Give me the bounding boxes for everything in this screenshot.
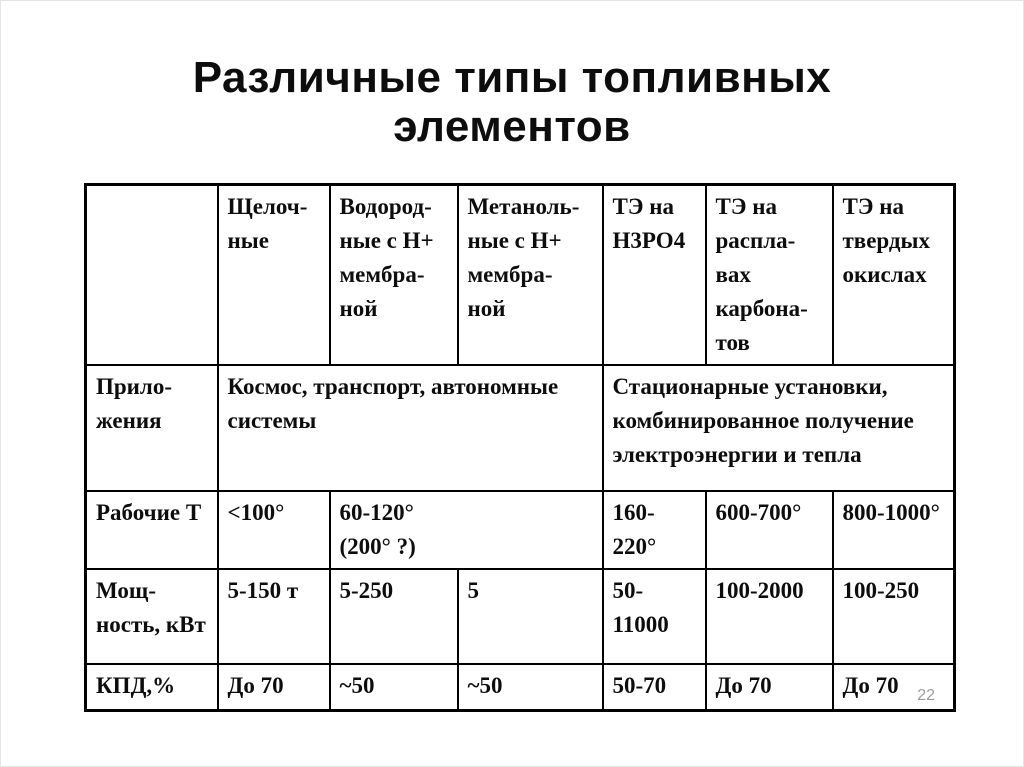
- cell-power-methanol-membrane: 5: [456, 568, 604, 665]
- cell-power-hydrogen-membrane: 5-250: [328, 568, 459, 665]
- table-row-applications: Прило- жения Космос, транспорт, автономн…: [84, 364, 956, 492]
- cell-temp-solid-oxide: 800-1000°: [831, 490, 956, 570]
- cell-efficiency-methanol-membrane: ~50: [456, 663, 604, 711]
- cell-efficiency-molten-carbonate: До 70: [704, 663, 834, 711]
- cell-applications-mobile: Космос, транспорт, автономные системы: [216, 364, 604, 492]
- cell-power-molten-carbonate: 100-2000: [704, 568, 834, 665]
- cell-power-solid-oxide: 100-250: [831, 568, 956, 665]
- cell-power-h3po4: 50- 11000: [601, 568, 707, 665]
- cell-applications-stationary: Стационарные установки, комбинированное …: [601, 364, 956, 492]
- cell-temp-membrane: 60-120° (200° ?): [328, 490, 604, 570]
- cell-power-alkaline: 5-150 т: [216, 568, 331, 665]
- row-label-power: Мощ- ность, кВт: [84, 568, 219, 665]
- column-header-solid-oxide: ТЭ на твердых окислах: [831, 183, 956, 366]
- column-header-hydrogen-membrane: Водород- ные с Н+ мембра- ной: [328, 183, 459, 366]
- cell-efficiency-hydrogen-membrane: ~50: [328, 663, 459, 711]
- cell-efficiency-alkaline: До 70: [216, 663, 331, 711]
- fuel-cell-types-table: Щелоч- ные Водород- ные с Н+ мембра- ной…: [84, 183, 956, 712]
- cell-temp-molten-carbonate: 600-700°: [704, 490, 834, 570]
- page-title: Различные типы топливных элементов: [192, 53, 832, 151]
- table-row-efficiency: КПД,% До 70 ~50 ~50 50-70 До 70 До 70: [84, 663, 956, 711]
- row-label-efficiency: КПД,%: [84, 663, 219, 711]
- column-header-methanol-membrane: Метаноль- ные с Н+ мембра- ной: [456, 183, 604, 366]
- page-number: 22: [917, 687, 935, 704]
- column-header-alkaline: Щелоч- ные: [216, 183, 331, 366]
- column-header-molten-carbonate: ТЭ на распла- вах карбона- тов: [704, 183, 834, 366]
- cell-temp-alkaline: <100°: [216, 490, 331, 570]
- row-label-applications: Прило- жения: [84, 364, 219, 492]
- row-label-operating-temperature: Рабочие Т: [84, 490, 219, 570]
- cell-efficiency-h3po4: 50-70: [601, 663, 707, 711]
- table-row-operating-temperature: Рабочие Т <100° 60-120° (200° ?) 160- 22…: [84, 490, 956, 570]
- table-row-power: Мощ- ность, кВт 5-150 т 5-250 5 50- 1100…: [84, 568, 956, 665]
- cell-temp-h3po4: 160- 220°: [601, 490, 707, 570]
- table-header-row: Щелоч- ные Водород- ные с Н+ мембра- ной…: [84, 183, 956, 366]
- corner-cell: [84, 183, 219, 366]
- cell-efficiency-solid-oxide: До 70: [831, 663, 956, 711]
- column-header-h3po4: ТЭ на Н3РО4: [601, 183, 707, 366]
